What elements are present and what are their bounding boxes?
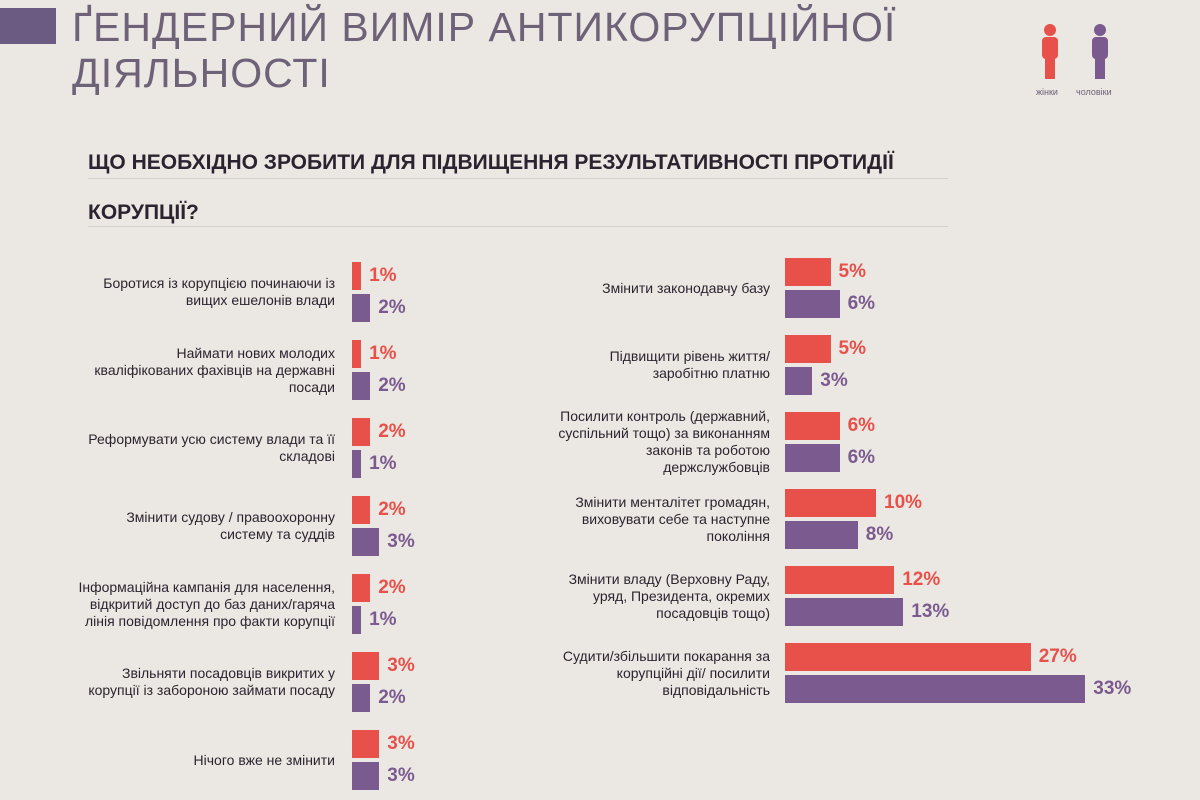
bar bbox=[352, 574, 370, 602]
legend-icon bbox=[1092, 24, 1108, 79]
value-label: 1% bbox=[369, 340, 396, 368]
category-label: Звільняти посадовців викритих у корупції… bbox=[75, 652, 335, 712]
value-label: 33% bbox=[1093, 675, 1131, 703]
bar bbox=[352, 294, 370, 322]
value-label: 3% bbox=[387, 652, 414, 680]
bar bbox=[352, 730, 379, 758]
bar bbox=[352, 450, 361, 478]
value-label: 2% bbox=[378, 496, 405, 524]
category-label: Реформувати усю систему влади та її скла… bbox=[75, 418, 335, 478]
bar bbox=[352, 528, 379, 556]
bar bbox=[785, 290, 840, 318]
value-label: 12% bbox=[902, 566, 940, 594]
category-label: Змінити владу (Верховну Раду, уряд, През… bbox=[550, 566, 770, 626]
bar bbox=[352, 652, 379, 680]
bar bbox=[785, 444, 840, 472]
category-label: Змінити законодавчу базу bbox=[550, 258, 770, 318]
bar bbox=[352, 684, 370, 712]
category-label: Наймати нових молодих кваліфікованих фах… bbox=[75, 340, 335, 400]
question: ЩО НЕОБХІДНО ЗРОБИТИ ДЛЯ ПІДВИЩЕННЯ РЕЗУ… bbox=[88, 138, 968, 238]
bar bbox=[785, 598, 903, 626]
value-label: 6% bbox=[848, 290, 875, 318]
value-label: 6% bbox=[848, 412, 875, 440]
bar bbox=[352, 606, 361, 634]
bar bbox=[785, 643, 1031, 671]
bar bbox=[785, 675, 1085, 703]
bar bbox=[352, 762, 379, 790]
bar bbox=[352, 372, 370, 400]
title: ҐЕНДЕРНИЙ ВИМІР АНТИКОРУПЦІЙНОЇ ДІЯЛЬНОС… bbox=[72, 4, 992, 96]
legend-icon bbox=[1042, 24, 1058, 79]
bar bbox=[785, 258, 831, 286]
category-label: Інформаційна кампанія для населення, від… bbox=[75, 574, 335, 634]
bar bbox=[785, 367, 812, 395]
value-label: 5% bbox=[839, 258, 866, 286]
bar bbox=[352, 418, 370, 446]
value-label: 1% bbox=[369, 450, 396, 478]
value-label: 5% bbox=[839, 335, 866, 363]
value-label: 6% bbox=[848, 444, 875, 472]
value-label: 1% bbox=[369, 606, 396, 634]
bar bbox=[785, 566, 894, 594]
bar bbox=[352, 496, 370, 524]
value-label: 2% bbox=[378, 372, 405, 400]
category-label: Підвищити рівень життя/ заробітню платню bbox=[550, 335, 770, 395]
value-label: 2% bbox=[378, 418, 405, 446]
value-label: 13% bbox=[911, 598, 949, 626]
bar bbox=[785, 521, 858, 549]
bar bbox=[785, 335, 831, 363]
value-label: 3% bbox=[387, 762, 414, 790]
category-label: Боротися із корупцією починаючи із вищих… bbox=[75, 262, 335, 322]
value-label: 3% bbox=[387, 528, 414, 556]
category-label: Змінити судову / правоохоронну систему т… bbox=[75, 496, 335, 556]
value-label: 2% bbox=[378, 684, 405, 712]
legend-label: жінки bbox=[1036, 87, 1058, 97]
value-label: 8% bbox=[866, 521, 893, 549]
bar bbox=[352, 340, 361, 368]
category-label: Нічого вже не змінити bbox=[75, 730, 335, 790]
category-label: Змінити менталітет громадян, виховувати … bbox=[550, 489, 770, 549]
category-label: Посилити контроль (державний, суспільний… bbox=[550, 412, 770, 472]
value-label: 1% bbox=[369, 262, 396, 290]
category-label: Судити/збільшити покарання за корупційні… bbox=[550, 643, 770, 703]
value-label: 2% bbox=[378, 294, 405, 322]
value-label: 3% bbox=[820, 367, 847, 395]
value-label: 3% bbox=[387, 730, 414, 758]
value-label: 27% bbox=[1039, 643, 1077, 671]
bar bbox=[785, 412, 840, 440]
value-label: 2% bbox=[378, 574, 405, 602]
bar bbox=[785, 489, 876, 517]
legend-icons bbox=[1030, 22, 1140, 82]
title-block bbox=[0, 8, 56, 44]
bar bbox=[352, 262, 361, 290]
legend-label: чоловіки bbox=[1076, 87, 1112, 97]
value-label: 10% bbox=[884, 489, 922, 517]
